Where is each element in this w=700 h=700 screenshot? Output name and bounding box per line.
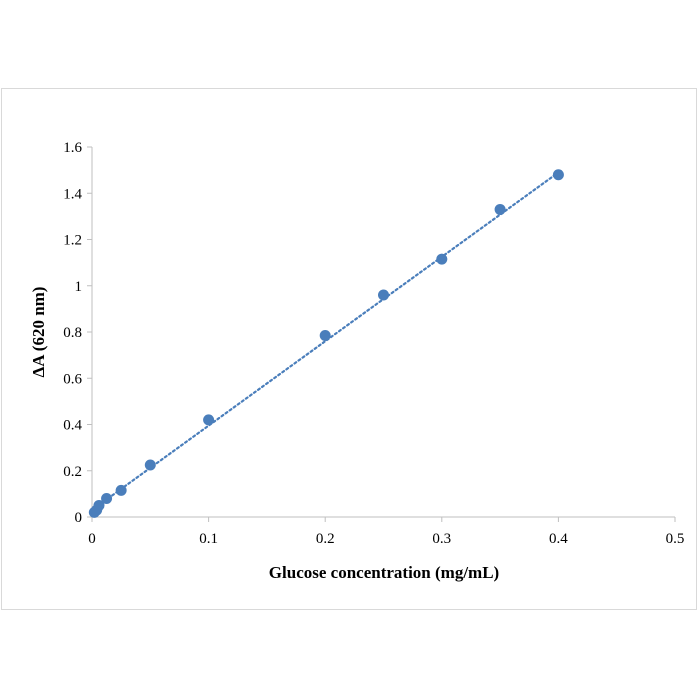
y-tick-label: 0.6 — [63, 371, 82, 387]
chart-frame — [1, 88, 697, 610]
y-tick-label: 0.2 — [63, 464, 82, 480]
y-axis-title: ΔA (620 nm) — [29, 287, 48, 378]
y-tick-label: 0.8 — [63, 325, 82, 341]
x-tick-label: 0 — [88, 531, 96, 547]
data-point — [144, 459, 156, 471]
x-tick-label: 0.2 — [316, 531, 335, 547]
y-tick-label: 1.6 — [63, 140, 82, 156]
y-tick-label: 1.4 — [63, 186, 82, 202]
y-tick-label: 0 — [75, 510, 83, 526]
data-points — [88, 169, 564, 518]
data-point — [115, 484, 127, 496]
trendline — [90, 171, 560, 512]
tick-labels: 0 0.2 0.4 0.6 0.8 1 1.2 1.4 1.6 0 0.1 0.2 0.3 0.4 0.5 — [63, 140, 684, 547]
x-tick-label: 0.1 — [199, 531, 218, 547]
x-axis-title: Glucose concentration (mg/mL) — [269, 563, 499, 582]
data-point — [93, 499, 105, 511]
x-tick-label: 0.4 — [549, 531, 568, 547]
data-point — [436, 253, 448, 265]
x-tick-label: 0.3 — [432, 531, 451, 547]
y-tick-label: 1.2 — [63, 233, 82, 249]
data-point — [319, 329, 331, 341]
y-tick-label: 1 — [75, 279, 83, 295]
data-point — [378, 289, 389, 301]
y-tick-label: 0.4 — [63, 418, 82, 434]
trendline-group — [90, 171, 560, 512]
axes — [87, 146, 676, 522]
data-point — [552, 169, 564, 181]
data-point — [101, 493, 113, 504]
data-point — [494, 203, 506, 215]
data-point — [203, 414, 215, 426]
x-tick-label: 0.5 — [666, 531, 685, 547]
